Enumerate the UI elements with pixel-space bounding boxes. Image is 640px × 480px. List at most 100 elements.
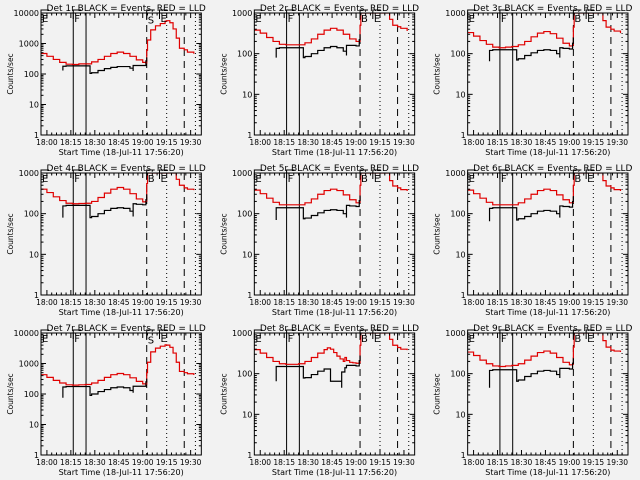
x-axis-label: Start Time (18-Jul-11 17:56:20) — [59, 148, 184, 157]
series-line-lld — [467, 173, 622, 206]
x-tick-label: 19:00 — [559, 138, 581, 147]
plot-area — [467, 333, 622, 388]
y-tick-label: 100 — [237, 50, 252, 59]
y-tick-label: 10 — [455, 250, 465, 259]
marker-bracket — [585, 9, 595, 19]
x-tick-label: 19:00 — [345, 298, 367, 307]
marker-label: B — [361, 334, 368, 345]
marker-label: E — [42, 174, 48, 185]
marker-bracket — [467, 169, 476, 179]
marker-label: E — [255, 334, 261, 345]
marker-bracket — [372, 329, 381, 339]
marker-bracket — [72, 329, 82, 339]
marker-bracket — [572, 9, 582, 19]
detector-panel-2: 1 10 100 1000 18:00 18:15 18:30 18:45 19:00 19:15… — [219, 4, 419, 157]
x-tick-label: 19:30 — [606, 458, 628, 467]
y-tick-label: 1000 — [19, 360, 39, 369]
marker-label: F — [74, 174, 80, 185]
y-tick-label: 1 — [247, 131, 252, 140]
y-tick-label: 10000 — [14, 9, 39, 18]
marker-bracket — [40, 169, 49, 179]
detector-panel-6: 1 10 100 1000 18:00 18:15 18:30 18:45 19:00 19:15… — [433, 164, 633, 317]
marker-bracket — [286, 169, 295, 179]
x-tick-label: 18:00 — [463, 458, 485, 467]
x-tick-label: 18:45 — [108, 458, 130, 467]
y-tick-label: 1 — [461, 291, 466, 300]
marker-bracket — [40, 9, 49, 19]
x-tick-label: 18:45 — [108, 138, 130, 147]
marker-bracket — [72, 169, 82, 179]
x-tick-label: 19:15 — [156, 298, 178, 307]
x-tick-label: 19:15 — [369, 138, 391, 147]
plot-frame — [40, 332, 202, 456]
marker-label: E — [587, 334, 593, 345]
x-tick-label: 19:15 — [369, 298, 391, 307]
marker-label: E — [255, 174, 261, 185]
x-tick-label: 18:45 — [535, 138, 557, 147]
x-tick-label: 18:00 — [36, 138, 58, 147]
x-tick-label: 18:30 — [297, 298, 319, 307]
plot-area — [467, 13, 622, 62]
y-tick-label: 100 — [237, 370, 252, 379]
series-line-events — [275, 195, 361, 220]
marker-label: S — [148, 336, 154, 347]
y-tick-label: 100 — [24, 70, 39, 79]
marker-bracket — [499, 329, 508, 339]
x-tick-label: 18:45 — [321, 298, 343, 307]
marker-bracket — [146, 329, 155, 339]
marker-bracket — [572, 169, 582, 179]
y-axis-label: Counts/sec — [433, 373, 442, 414]
y-tick-label: 1000 — [19, 169, 39, 178]
marker-label: E — [160, 174, 166, 185]
x-tick-label: 18:30 — [84, 138, 106, 147]
x-tick-label: 19:30 — [393, 298, 415, 307]
y-tick-label: 1 — [247, 451, 252, 460]
x-tick-label: 18:00 — [249, 298, 271, 307]
y-axis-label: Counts/sec — [433, 53, 442, 94]
x-tick-label: 19:00 — [132, 458, 154, 467]
x-tick-label: 19:15 — [583, 458, 605, 467]
y-axis-label: Counts/sec — [6, 373, 15, 414]
x-tick-label: 19:30 — [180, 138, 202, 147]
marker-bracket — [585, 329, 595, 339]
marker-bracket — [146, 169, 155, 179]
plot-area — [41, 344, 195, 398]
marker-bracket — [372, 9, 381, 19]
x-tick-label: 19:15 — [156, 458, 178, 467]
x-tick-label: 18:00 — [36, 298, 58, 307]
panel-title: Det 9r BLACK = Events, RED = LLD — [473, 324, 632, 334]
x-tick-label: 18:15 — [273, 458, 295, 467]
y-tick-label: 1 — [34, 451, 39, 460]
marker-bracket — [372, 169, 381, 179]
x-tick-label: 19:00 — [559, 458, 581, 467]
detector-panel-1: 1 10 100 1000 10000 18:00 18:15 18:30 18:45 19:00… — [6, 4, 206, 157]
x-axis-label: Start Time (18-Jul-11 17:56:20) — [485, 468, 610, 477]
x-tick-label: 18:00 — [249, 458, 271, 467]
detector-panel-5: 1 10 100 1000 18:00 18:15 18:30 18:45 19:00 19:15… — [219, 164, 419, 317]
x-tick-label: 18:15 — [487, 458, 509, 467]
marker-bracket — [253, 9, 263, 19]
marker-bracket — [253, 329, 263, 339]
series-line-events — [62, 194, 148, 219]
y-tick-label: 10 — [455, 90, 465, 99]
y-tick-label: 10 — [29, 101, 39, 110]
y-tick-label: 1000 — [232, 329, 252, 338]
marker-label: E — [374, 174, 380, 185]
detector-panel-7: 1 10 100 1000 10000 18:00 18:15 18:30 18:45 19:00… — [6, 324, 206, 477]
marker-label: E — [160, 14, 166, 25]
plot-frame — [467, 12, 629, 136]
detector-panel-9: 1 10 100 1000 18:00 18:15 18:30 18:45 19:00 19:15… — [433, 324, 633, 477]
marker-label: E — [374, 334, 380, 345]
detector-panel-3: 1 10 100 1000 18:00 18:15 18:30 18:45 19:00 19:15… — [433, 4, 633, 157]
marker-label: E — [374, 14, 380, 25]
marker-bracket — [158, 169, 168, 179]
x-tick-label: 19:15 — [156, 138, 178, 147]
y-tick-label: 1 — [461, 131, 466, 140]
marker-label: F — [74, 334, 80, 345]
x-axis-label: Start Time (18-Jul-11 17:56:20) — [485, 308, 610, 317]
x-tick-label: 18:30 — [297, 458, 319, 467]
y-tick-label: 100 — [24, 210, 39, 219]
series-line-events — [275, 34, 361, 59]
panel-title: Det 8r BLACK = Events, RED = LLD — [260, 324, 419, 334]
